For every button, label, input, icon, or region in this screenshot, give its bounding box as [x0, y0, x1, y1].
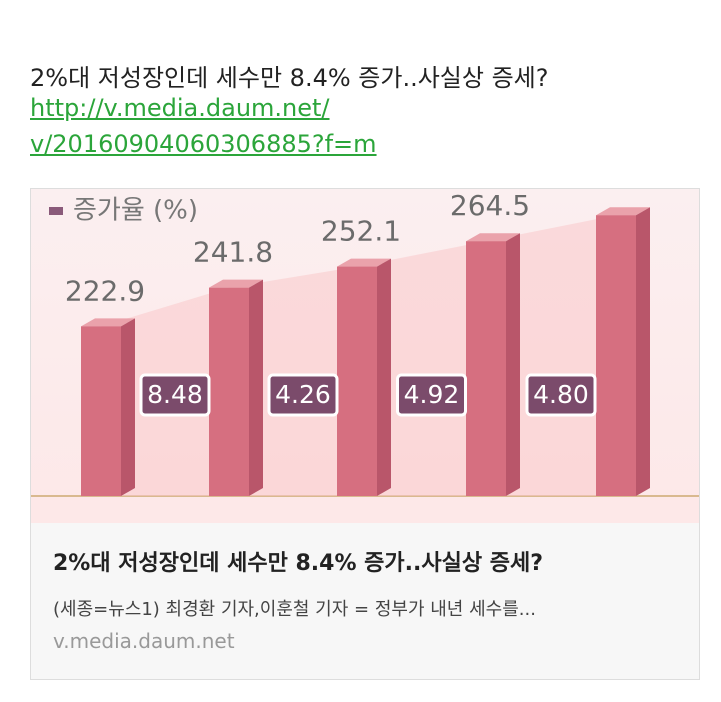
value-label: 241.8 — [193, 236, 273, 269]
growth-box — [525, 373, 597, 417]
preview-domain: v.media.daum.net — [53, 629, 235, 653]
bar — [337, 266, 377, 496]
value-label: 222.9 — [65, 274, 145, 307]
bar-side — [636, 207, 650, 496]
bar — [596, 215, 636, 496]
bar-top — [466, 233, 520, 242]
growth-label: 4.26 — [275, 380, 331, 409]
growth-box — [267, 373, 339, 417]
bar-side — [377, 258, 391, 496]
bar-top — [596, 207, 650, 216]
bar — [466, 241, 506, 496]
growth-box — [396, 373, 467, 417]
growth-label: 8.48 — [147, 380, 203, 409]
link[interactable]: v/20160904060306885?f=m — [30, 130, 377, 158]
preview-description: (세종=뉴스1) 최경환 기자,이훈철 기자 = 정부가 내년 세수를... — [53, 599, 536, 620]
bar-top — [81, 318, 135, 327]
legend-swatch — [49, 207, 63, 215]
post-text: 2%대 저성장인데 세수만 8.4% 증가..사실상 증세? — [30, 64, 549, 92]
link-preview[interactable]: 증가율 (%) 222.9 241.8 252.1 264.5 8.48 4.26 4.92… — [30, 188, 700, 680]
bar — [81, 326, 121, 496]
chart: 증가율 (%) 222.9 241.8 252.1 264.5 8.48 4.26 4.92… — [31, 189, 699, 523]
legend-label: 증가율 (%) — [73, 196, 198, 226]
growth-label: 4.80 — [533, 380, 589, 409]
link[interactable]: http://v.media.daum.net/ — [30, 94, 330, 122]
bar-side — [121, 318, 135, 496]
bar — [209, 287, 249, 496]
growth-box — [139, 373, 211, 417]
value-label: 252.1 — [321, 215, 401, 248]
bar-side — [249, 279, 263, 496]
preview-title: 2%대 저성장인데 세수만 8.4% 증가..사실상 증세? — [53, 551, 543, 576]
bar-top — [337, 258, 391, 267]
bar-top — [209, 279, 263, 288]
bar-side — [506, 233, 520, 496]
value-label: 264.5 — [450, 189, 530, 222]
growth-label: 4.92 — [404, 380, 460, 409]
